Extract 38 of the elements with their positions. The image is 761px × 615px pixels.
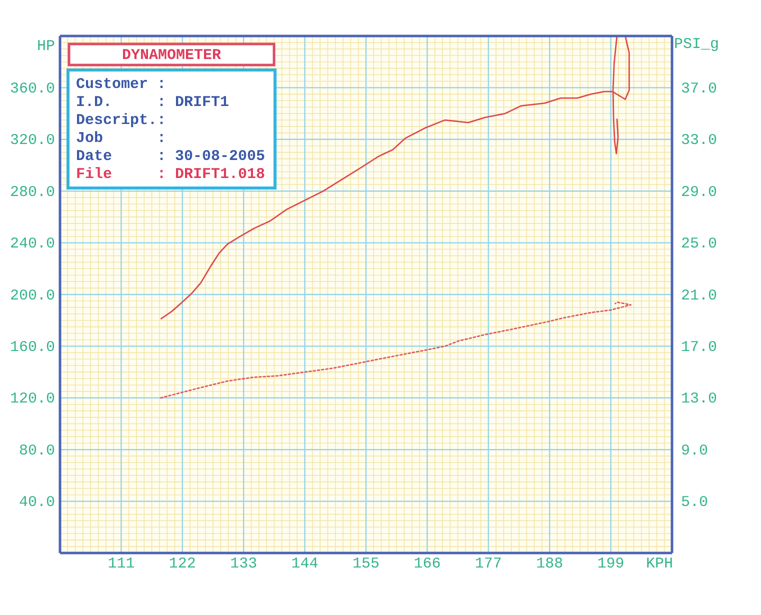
- y2-tick-label: 21.0: [681, 287, 718, 304]
- x-tick-label: 188: [536, 556, 564, 573]
- y-axis-title: HP: [36, 38, 55, 55]
- y-tick-label: 120.0: [10, 390, 55, 408]
- y-tick-label: 40.0: [18, 494, 55, 512]
- y-tick-label: 160.0: [10, 339, 55, 356]
- y-tick-label: 320.0: [10, 132, 55, 150]
- text: DYNAMOMETER: [122, 47, 222, 64]
- y2-tick-label: 29.0: [681, 184, 718, 201]
- annotation: File : DRIFT1.018: [76, 166, 266, 183]
- annotation: I.D. : DRIFT1: [76, 94, 230, 111]
- x-tick-label: 155: [352, 556, 380, 573]
- y2-axis-title: PSI_g: [674, 36, 720, 53]
- line-series: [160, 302, 632, 399]
- x-tick-label: 144: [291, 556, 318, 573]
- y-tick-label: 360.0: [10, 80, 55, 98]
- y2-tick-label: 25.0: [681, 236, 718, 253]
- y-tick-label: 200.0: [10, 287, 55, 304]
- annotation: Customer :: [76, 76, 166, 93]
- y-tick-label: 240.0: [10, 236, 55, 253]
- x-tick-label: 166: [414, 556, 441, 573]
- y-tick-label: 280.0: [10, 184, 55, 201]
- y-tick-label: 80.0: [18, 442, 55, 460]
- x-tick-label: 199: [597, 556, 624, 573]
- y2-tick-label: 17.0: [681, 339, 718, 356]
- annotation: Job :: [76, 130, 166, 147]
- y2-tick-label: 13.0: [681, 390, 718, 408]
- annotation: Date : 30-08-2005: [76, 148, 266, 165]
- x-axis-title: KPH: [646, 556, 673, 573]
- annotation: Descript.:: [76, 112, 166, 129]
- y2-tick-label: 9.0: [681, 442, 708, 460]
- x-tick-label: 133: [230, 556, 258, 573]
- x-tick-label: 177: [474, 556, 502, 573]
- y2-tick-label: 5.0: [681, 494, 708, 512]
- x-tick-label: 111: [108, 556, 135, 573]
- x-tick-label: 122: [168, 556, 196, 573]
- y2-tick-label: 33.0: [681, 132, 718, 150]
- y2-tick-label: 37.0: [681, 80, 718, 98]
